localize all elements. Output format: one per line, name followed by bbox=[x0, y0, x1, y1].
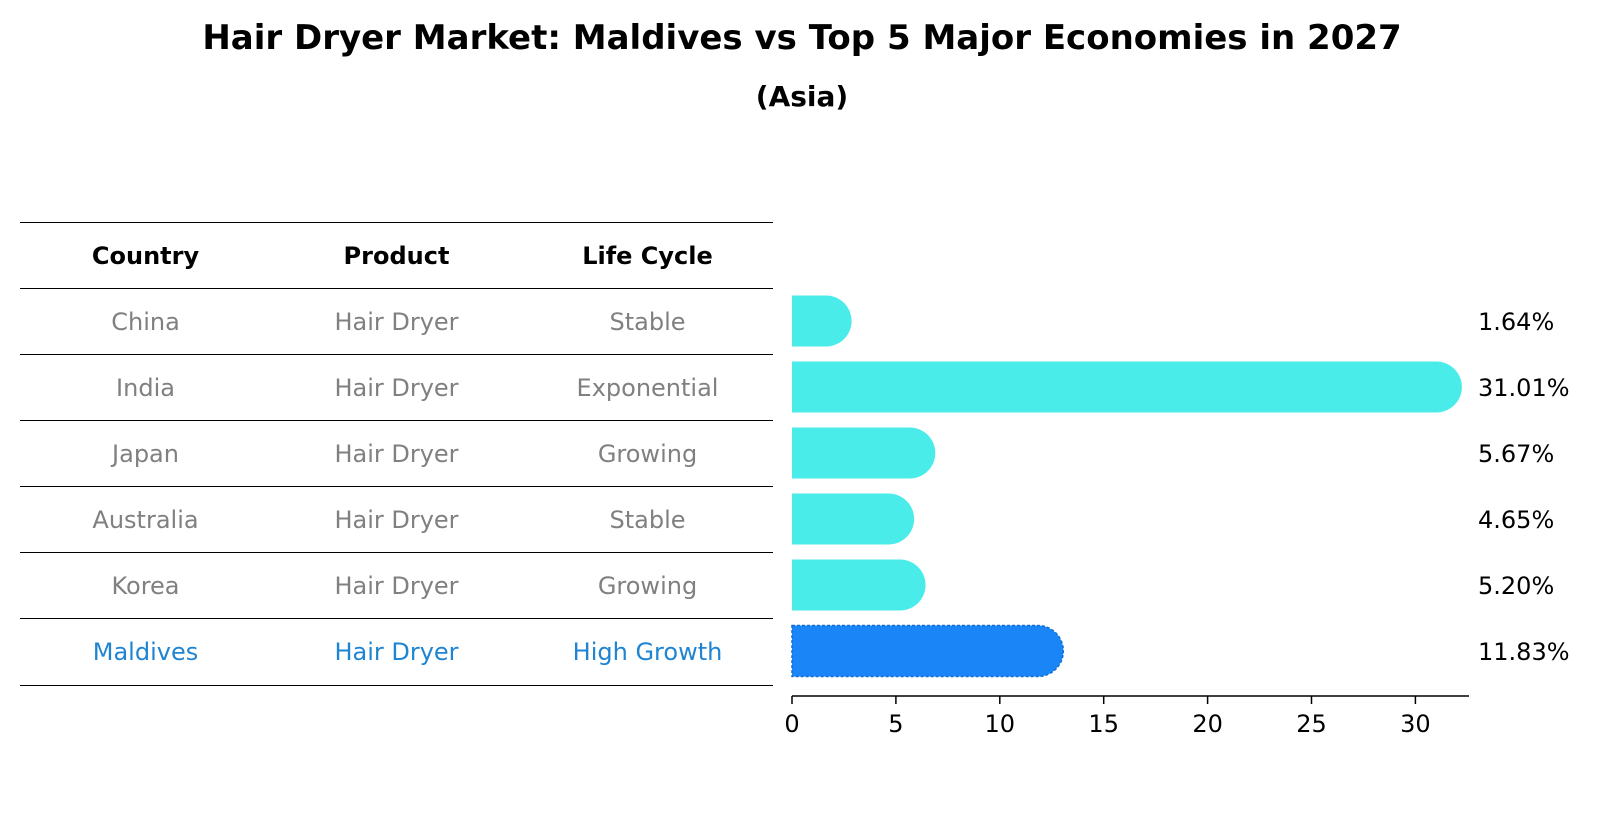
life-cycle-cell: Stable bbox=[609, 307, 686, 336]
country-cell: Japan bbox=[112, 439, 179, 468]
life-cycle-cell: Growing bbox=[597, 439, 698, 468]
chart-title: Hair Dryer Market: Maldives vs Top 5 Maj… bbox=[202, 18, 1402, 58]
country-cell: China bbox=[111, 307, 180, 336]
table-row: Japan Hair Dryer Growing bbox=[20, 420, 773, 486]
country-cell: India bbox=[116, 373, 175, 402]
bar-japan bbox=[792, 427, 936, 479]
x-tick-label: 20 bbox=[1192, 710, 1223, 738]
product-cell: Hair Dryer bbox=[334, 571, 459, 600]
x-tick-label: 30 bbox=[1400, 710, 1431, 738]
value-label: 4.65% bbox=[1478, 506, 1554, 534]
value-label: 11.83% bbox=[1478, 638, 1570, 666]
country-cell: Maldives bbox=[92, 637, 199, 666]
value-label: 31.01% bbox=[1478, 374, 1570, 402]
value-label: 5.67% bbox=[1478, 440, 1554, 468]
life-cycle-cell: Growing bbox=[597, 571, 698, 600]
table-row: China Hair Dryer Stable bbox=[20, 288, 773, 354]
life-cycle-cell: Exponential bbox=[576, 373, 719, 402]
bar-china bbox=[792, 295, 852, 347]
table-row: Korea Hair Dryer Growing bbox=[20, 552, 773, 618]
table-row: India Hair Dryer Exponential bbox=[20, 354, 773, 420]
country-cell: Australia bbox=[92, 505, 199, 534]
bar-india bbox=[792, 361, 1462, 413]
table-row: Australia Hair Dryer Stable bbox=[20, 486, 773, 552]
header-country: Country bbox=[91, 241, 200, 270]
product-cell: Hair Dryer bbox=[334, 439, 459, 468]
product-cell: Hair Dryer bbox=[334, 505, 459, 534]
chart-subtitle: (Asia) bbox=[755, 80, 849, 113]
product-cell: Hair Dryer bbox=[334, 307, 459, 336]
header-life-cycle: Life Cycle bbox=[582, 241, 713, 270]
life-cycle-cell: Stable bbox=[609, 505, 686, 534]
x-tick-label: 25 bbox=[1296, 710, 1327, 738]
bar-korea bbox=[792, 559, 926, 611]
header-product: Product bbox=[343, 241, 450, 270]
x-tick-label: 10 bbox=[985, 710, 1016, 738]
market-table: Country Product Life Cycle China Hair Dr… bbox=[20, 222, 773, 686]
x-tick-label: 5 bbox=[888, 710, 903, 738]
value-label: 1.64% bbox=[1478, 308, 1554, 336]
bar-australia bbox=[792, 493, 915, 545]
product-cell: Hair Dryer bbox=[334, 637, 459, 666]
life-cycle-cell: High Growth bbox=[572, 637, 723, 666]
table-header-row: Country Product Life Cycle bbox=[20, 222, 773, 288]
value-label: 5.20% bbox=[1478, 572, 1554, 600]
bar-maldives bbox=[791, 624, 1065, 678]
product-cell: Hair Dryer bbox=[334, 373, 459, 402]
table-row-highlight: Maldives Hair Dryer High Growth bbox=[20, 618, 773, 686]
country-cell: Korea bbox=[111, 571, 180, 600]
x-tick-label: 15 bbox=[1088, 710, 1119, 738]
x-tick-label: 0 bbox=[784, 710, 799, 738]
